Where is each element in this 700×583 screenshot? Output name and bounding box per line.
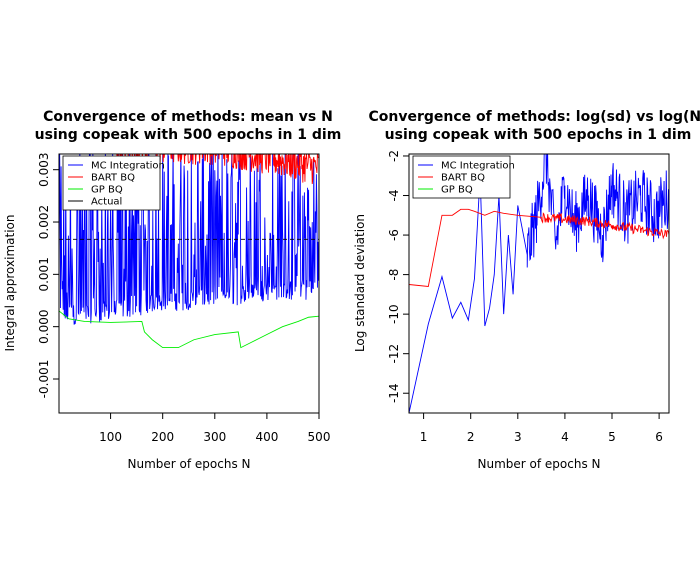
left-title-line1: Convergence of methods: mean vs N [43, 109, 333, 125]
left-y-tick-label: 0.003 [37, 153, 51, 187]
left-panel: Convergence of methods: mean vs N using … [3, 109, 341, 471]
right-series-mc-integration [409, 154, 669, 413]
left-y-axis: -0.001 0.000 0.001 0.002 0.003 [37, 153, 59, 399]
left-y-tick-label: 0.002 [37, 205, 51, 239]
left-series-mc-integration [59, 154, 319, 325]
left-y-tick-label: 0.000 [37, 309, 51, 343]
left-series-gp-bq [59, 310, 319, 349]
right-y-tick-label: -8 [387, 269, 401, 281]
right-legend-label: MC Integration [441, 161, 515, 172]
right-legend-label: BART BQ [441, 173, 485, 184]
right-y-axis-label: Log standard deviation [353, 214, 367, 352]
left-legend-label: Actual [91, 197, 122, 208]
left-plot-frame [58, 153, 320, 414]
right-x-tick-label: 3 [514, 430, 522, 444]
right-y-tick-label: -12 [387, 344, 401, 364]
right-plot-frame [408, 153, 670, 414]
right-x-tick-label: 1 [420, 430, 428, 444]
right-plot-area [409, 154, 669, 413]
right-x-tick-label: 5 [608, 430, 616, 444]
right-series-bart-bq [409, 208, 669, 287]
left-x-tick-label: 100 [99, 430, 122, 444]
right-x-tick-label: 4 [561, 430, 569, 444]
left-title-line2: using copeak with 500 epochs in 1 dim [35, 127, 342, 143]
right-legend-label: GP BQ [441, 185, 473, 196]
left-x-tick-label: 300 [203, 430, 226, 444]
left-x-tick-label: 500 [308, 430, 331, 444]
right-y-tick-label: -14 [387, 383, 401, 403]
right-x-axis: 1 2 3 4 5 6 [420, 413, 663, 444]
right-x-tick-label: 6 [655, 430, 663, 444]
left-legend-label: GP BQ [91, 185, 123, 196]
right-title-line1: Convergence of methods: log(sd) vs log(N… [368, 109, 700, 125]
right-x-tick-label: 2 [467, 430, 475, 444]
left-legend-label: BART BQ [91, 173, 135, 184]
left-y-tick-label: 0.001 [37, 257, 51, 291]
right-y-axis: -14 -12 -10 -8 -6 -4 -2 [387, 150, 409, 403]
right-y-tick-label: -2 [387, 150, 401, 162]
left-series-bart-bq [116, 154, 319, 184]
left-plot-area [59, 154, 319, 349]
right-y-tick-label: -10 [387, 304, 401, 324]
right-panel: Convergence of methods: log(sd) vs log(N… [353, 109, 700, 471]
left-x-axis: 100 200 300 400 500 [99, 413, 330, 444]
left-x-tick-label: 400 [255, 430, 278, 444]
left-x-tick-label: 200 [151, 430, 174, 444]
left-x-axis-label: Number of epochs N [128, 457, 251, 471]
left-y-tick-label: -0.001 [37, 360, 51, 399]
right-title-line2: using copeak with 500 epochs in 1 dim [385, 127, 692, 143]
right-x-axis-label: Number of epochs N [478, 457, 601, 471]
right-y-tick-label: -6 [387, 229, 401, 241]
left-legend-label: MC Integration [91, 161, 165, 172]
right-y-tick-label: -4 [387, 190, 401, 202]
left-y-axis-label: Integral approximation [3, 215, 17, 352]
